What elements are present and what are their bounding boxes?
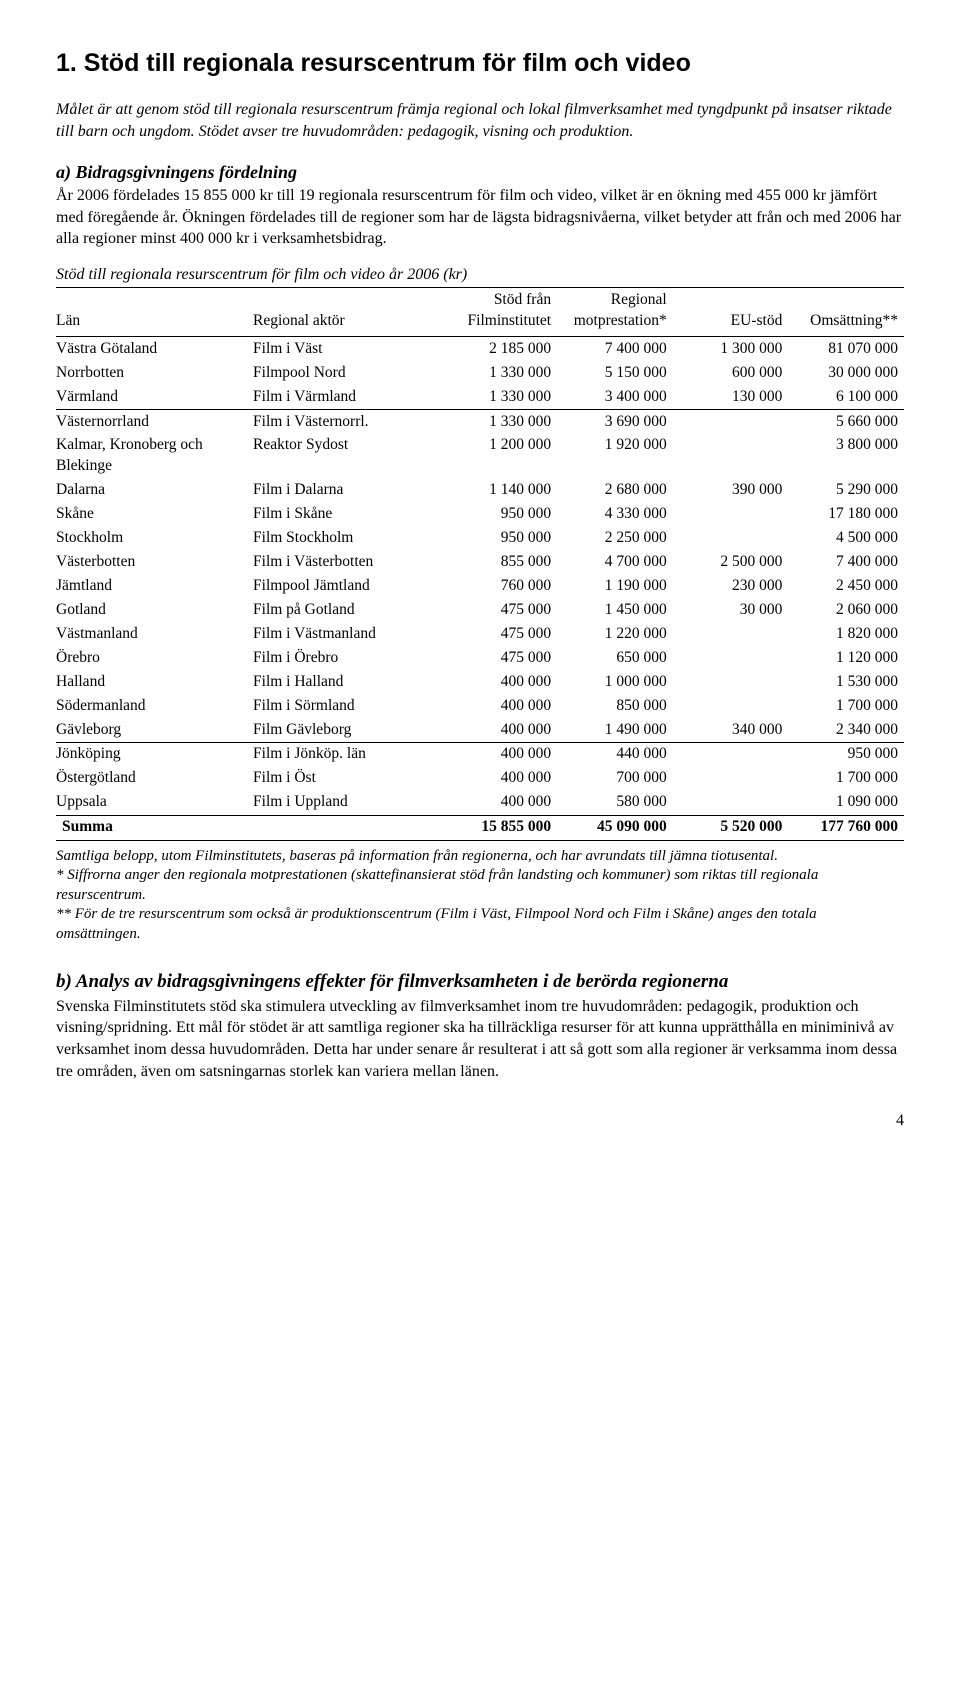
table-row: ÖstergötlandFilm i Öst400 000700 0001 70… <box>56 767 904 791</box>
table-row: VärmlandFilm i Värmland1 330 0003 400 00… <box>56 385 904 409</box>
page-title: 1. Stöd till regionala resurscentrum för… <box>56 48 904 79</box>
col-oms: Omsättning** <box>788 288 904 337</box>
subheading-a: a) Bidragsgivningens fördelning <box>56 162 297 182</box>
subheading-b: b) Analys av bidragsgivningens effekter … <box>56 970 904 994</box>
paragraph-a: År 2006 fördelades 15 855 000 kr till 19… <box>56 187 901 247</box>
table-row: JönköpingFilm i Jönköp. län400 000440 00… <box>56 742 904 766</box>
table-row: Kalmar, Kronoberg och BlekingeReaktor Sy… <box>56 434 904 479</box>
table-row: Västra GötalandFilm i Väst2 185 0007 400… <box>56 337 904 361</box>
table-caption: Stöd till regionala resurscentrum för fi… <box>56 264 904 286</box>
funding-table: Län Regional aktör Stöd frånFilminstitut… <box>56 287 904 840</box>
table-row: JämtlandFilmpool Jämtland760 0001 190 00… <box>56 574 904 598</box>
table-row: StockholmFilm Stockholm950 0002 250 0004… <box>56 527 904 551</box>
table-row: ÖrebroFilm i Örebro475 000650 0001 120 0… <box>56 646 904 670</box>
summa-row: Summa15 855 00045 090 0005 520 000177 76… <box>56 815 904 840</box>
table-row: VästmanlandFilm i Västmanland475 0001 22… <box>56 622 904 646</box>
table-row: UppsalaFilm i Uppland400 000580 0001 090… <box>56 791 904 815</box>
table-row: GotlandFilm på Gotland475 0001 450 00030… <box>56 598 904 622</box>
footnote-2: * Siffrorna anger den regionala motprest… <box>56 866 904 905</box>
intro-paragraph: Målet är att genom stöd till regionala r… <box>56 99 904 142</box>
table-row: HallandFilm i Halland400 0001 000 0001 5… <box>56 670 904 694</box>
table-row: VästerbottenFilm i Västerbotten855 0004 … <box>56 551 904 575</box>
table-row: NorrbottenFilmpool Nord1 330 0005 150 00… <box>56 361 904 385</box>
table-row: SkåneFilm i Skåne950 0004 330 00017 180 … <box>56 503 904 527</box>
col-stod: Stöd frånFilminstitutet <box>441 288 557 337</box>
table-row: VästernorrlandFilm i Västernorrl.1 330 0… <box>56 410 904 434</box>
paragraph-b: Svenska Filminstitutets stöd ska stimule… <box>56 996 904 1082</box>
page-number: 4 <box>56 1110 904 1132</box>
col-lan: Län <box>56 288 253 337</box>
table-row: SödermanlandFilm i Sörmland400 000850 00… <box>56 694 904 718</box>
table-footnotes: Samtliga belopp, utom Filminstitutets, b… <box>56 847 904 945</box>
table-row: GävleborgFilm Gävleborg400 0001 490 0003… <box>56 718 904 742</box>
col-mot: Regionalmotprestation* <box>557 288 673 337</box>
footnote-3: ** För de tre resurscentrum som också är… <box>56 905 904 944</box>
section-a: a) Bidragsgivningens fördelning År 2006 … <box>56 160 904 249</box>
col-aktor: Regional aktör <box>253 288 441 337</box>
col-eu: EU-stöd <box>673 288 789 337</box>
table-row: DalarnaFilm i Dalarna1 140 0002 680 0003… <box>56 479 904 503</box>
footnote-1: Samtliga belopp, utom Filminstitutets, b… <box>56 847 904 867</box>
